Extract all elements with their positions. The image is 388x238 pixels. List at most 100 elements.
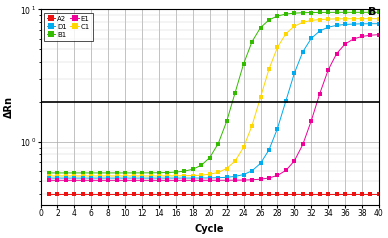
B1 bbox=[317, 11, 322, 14]
C1 bbox=[114, 174, 119, 177]
B1 bbox=[47, 172, 51, 174]
D1 bbox=[368, 22, 373, 25]
A2 bbox=[199, 193, 204, 196]
A2 bbox=[216, 193, 220, 196]
D1 bbox=[64, 177, 68, 179]
E1 bbox=[351, 38, 356, 40]
E1 bbox=[64, 179, 68, 182]
B1 bbox=[123, 171, 128, 174]
C1 bbox=[300, 21, 305, 24]
D1 bbox=[267, 149, 271, 151]
E1 bbox=[89, 179, 94, 182]
E1 bbox=[275, 174, 280, 177]
A2 bbox=[165, 193, 170, 196]
D1 bbox=[300, 50, 305, 53]
B1 bbox=[258, 26, 263, 29]
D1 bbox=[131, 177, 136, 179]
C1 bbox=[47, 174, 51, 177]
B1 bbox=[351, 11, 356, 14]
B1 bbox=[89, 172, 94, 174]
A2 bbox=[250, 193, 255, 196]
B1 bbox=[224, 120, 229, 123]
D1 bbox=[157, 177, 161, 179]
C1 bbox=[208, 173, 212, 176]
D1 bbox=[360, 22, 364, 25]
E1 bbox=[224, 179, 229, 182]
A2 bbox=[89, 193, 94, 196]
B1 bbox=[208, 156, 212, 159]
B1 bbox=[300, 11, 305, 14]
C1 bbox=[377, 17, 381, 20]
B1 bbox=[309, 11, 314, 14]
C1 bbox=[326, 18, 331, 20]
E1 bbox=[292, 159, 297, 162]
B1 bbox=[165, 171, 170, 174]
C1 bbox=[233, 159, 237, 162]
B1 bbox=[368, 11, 373, 14]
D1 bbox=[47, 177, 51, 179]
E1 bbox=[157, 179, 161, 182]
B1 bbox=[173, 171, 178, 174]
C1 bbox=[360, 17, 364, 20]
E1 bbox=[123, 179, 128, 182]
C1 bbox=[250, 124, 255, 127]
B1 bbox=[140, 171, 144, 174]
A2 bbox=[343, 193, 347, 196]
A2 bbox=[224, 193, 229, 196]
E1 bbox=[182, 179, 187, 182]
E1 bbox=[131, 179, 136, 182]
D1 bbox=[284, 99, 288, 102]
E1 bbox=[267, 177, 271, 179]
A2 bbox=[114, 193, 119, 196]
D1 bbox=[377, 22, 381, 25]
E1 bbox=[368, 34, 373, 37]
Line: B1: B1 bbox=[47, 11, 381, 174]
D1 bbox=[114, 177, 119, 179]
E1 bbox=[233, 179, 237, 182]
C1 bbox=[216, 171, 220, 174]
E1 bbox=[47, 179, 51, 182]
D1 bbox=[55, 177, 60, 179]
E1 bbox=[334, 52, 339, 55]
C1 bbox=[64, 174, 68, 177]
E1 bbox=[148, 179, 153, 182]
A2 bbox=[368, 193, 373, 196]
C1 bbox=[148, 174, 153, 177]
Line: C1: C1 bbox=[47, 17, 381, 178]
A2 bbox=[300, 193, 305, 196]
Legend: A2, D1, B1, E1, C1: A2, D1, B1, E1, C1 bbox=[44, 13, 93, 41]
C1 bbox=[97, 174, 102, 177]
A2 bbox=[360, 193, 364, 196]
E1 bbox=[343, 43, 347, 45]
D1 bbox=[241, 173, 246, 176]
E1 bbox=[199, 179, 204, 182]
B1 bbox=[64, 172, 68, 174]
D1 bbox=[208, 177, 212, 179]
D1 bbox=[309, 37, 314, 40]
A2 bbox=[140, 193, 144, 196]
B1 bbox=[81, 172, 85, 174]
A2 bbox=[131, 193, 136, 196]
A2 bbox=[191, 193, 195, 196]
D1 bbox=[173, 177, 178, 179]
A2 bbox=[284, 193, 288, 196]
A2 bbox=[267, 193, 271, 196]
D1 bbox=[191, 177, 195, 179]
E1 bbox=[97, 179, 102, 182]
A2 bbox=[317, 193, 322, 196]
A2 bbox=[208, 193, 212, 196]
E1 bbox=[72, 179, 77, 182]
A2 bbox=[148, 193, 153, 196]
A2 bbox=[97, 193, 102, 196]
C1 bbox=[224, 167, 229, 170]
C1 bbox=[284, 32, 288, 35]
Y-axis label: ΔRn: ΔRn bbox=[4, 96, 14, 118]
D1 bbox=[250, 169, 255, 172]
A2 bbox=[258, 193, 263, 196]
C1 bbox=[123, 174, 128, 177]
E1 bbox=[165, 179, 170, 182]
D1 bbox=[165, 177, 170, 179]
B1 bbox=[241, 62, 246, 65]
C1 bbox=[81, 174, 85, 177]
B1 bbox=[360, 11, 364, 14]
